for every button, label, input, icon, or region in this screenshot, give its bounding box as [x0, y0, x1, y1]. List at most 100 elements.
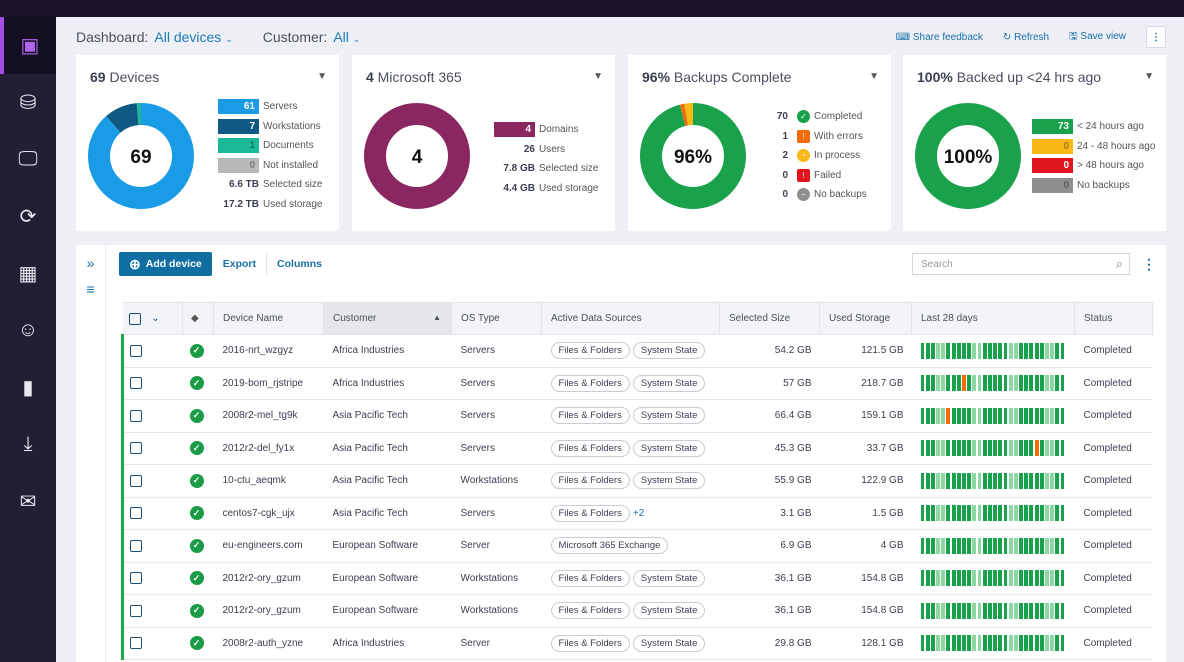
- day-bar[interactable]: [930, 440, 935, 457]
- day-bar[interactable]: [1034, 635, 1039, 652]
- day-bar[interactable]: [1003, 440, 1008, 457]
- card-menu-caret-icon[interactable]: ▼: [317, 71, 327, 82]
- day-bar[interactable]: [946, 375, 951, 392]
- day-bar[interactable]: [977, 537, 982, 554]
- day-bar[interactable]: [1029, 342, 1034, 359]
- day-bar[interactable]: [1024, 537, 1029, 554]
- day-bar[interactable]: [930, 342, 935, 359]
- save-view-button[interactable]: 🖫 Save view: [1069, 29, 1126, 46]
- day-bar[interactable]: [967, 375, 972, 392]
- day-bar[interactable]: [977, 440, 982, 457]
- day-bar[interactable]: [1008, 472, 1013, 489]
- day-bar[interactable]: [1039, 375, 1044, 392]
- day-bar[interactable]: [1013, 635, 1018, 652]
- day-bar[interactable]: [930, 375, 935, 392]
- day-bar[interactable]: [925, 602, 930, 619]
- day-bar[interactable]: [1019, 375, 1023, 392]
- row-checkbox[interactable]: [130, 572, 142, 585]
- day-bar[interactable]: [1045, 342, 1049, 359]
- day-bar[interactable]: [941, 505, 946, 522]
- day-bar[interactable]: [936, 537, 940, 554]
- day-bar[interactable]: [1008, 635, 1013, 652]
- card-menu-caret-icon[interactable]: ▼: [1144, 71, 1154, 82]
- day-bar[interactable]: [1029, 635, 1034, 652]
- day-bar[interactable]: [1019, 635, 1023, 652]
- sidebar-building-icon[interactable]: ▦: [18, 263, 38, 285]
- device-name[interactable]: eu-engineers.com: [213, 529, 324, 563]
- table-row[interactable]: ✓ 10-ctu_aeqmk Asia Pacific Tech Worksta…: [121, 464, 1153, 498]
- day-bar[interactable]: [951, 440, 956, 457]
- columns-button[interactable]: Columns: [277, 258, 322, 270]
- day-bar[interactable]: [1050, 342, 1055, 359]
- sidebar-download-icon[interactable]: ⤓: [23, 433, 33, 455]
- day-bar[interactable]: [1008, 375, 1013, 392]
- legend-item[interactable]: 70 ✓ Completed: [770, 107, 867, 127]
- day-bar[interactable]: [1034, 537, 1039, 554]
- legend-item[interactable]: 0 24 - 48 hours ago: [1032, 137, 1155, 157]
- day-bar[interactable]: [962, 635, 966, 652]
- day-bar[interactable]: [920, 407, 925, 424]
- day-bar[interactable]: [1050, 602, 1055, 619]
- day-bar[interactable]: [925, 407, 930, 424]
- day-bar[interactable]: [1019, 407, 1023, 424]
- day-bar[interactable]: [946, 440, 951, 457]
- day-bar[interactable]: [936, 472, 940, 489]
- day-bar[interactable]: [1013, 505, 1018, 522]
- day-bar[interactable]: [1019, 472, 1023, 489]
- day-bar[interactable]: [951, 635, 956, 652]
- day-bar[interactable]: [1013, 472, 1018, 489]
- day-bar[interactable]: [972, 570, 977, 587]
- day-bar[interactable]: [1060, 375, 1065, 392]
- day-bar[interactable]: [951, 407, 956, 424]
- day-bar[interactable]: [936, 570, 940, 587]
- day-bar[interactable]: [920, 537, 925, 554]
- day-bar[interactable]: [1055, 635, 1060, 652]
- day-bar[interactable]: [998, 342, 1003, 359]
- day-bar[interactable]: [972, 505, 977, 522]
- day-bar[interactable]: [1013, 537, 1018, 554]
- day-bar[interactable]: [977, 407, 982, 424]
- day-bar[interactable]: [941, 440, 946, 457]
- day-bar[interactable]: [951, 375, 956, 392]
- day-bar[interactable]: [936, 505, 940, 522]
- day-bar[interactable]: [1024, 570, 1029, 587]
- day-bar[interactable]: [993, 407, 998, 424]
- day-bar[interactable]: [1013, 570, 1018, 587]
- day-bar[interactable]: [956, 505, 961, 522]
- day-bar[interactable]: [1034, 375, 1039, 392]
- day-bar[interactable]: [946, 472, 951, 489]
- legend-item[interactable]: 61 Servers: [218, 97, 322, 117]
- day-bar[interactable]: [972, 602, 977, 619]
- day-bar[interactable]: [925, 440, 930, 457]
- row-checkbox[interactable]: [130, 539, 142, 552]
- day-bar[interactable]: [967, 537, 972, 554]
- day-bar[interactable]: [1060, 570, 1065, 587]
- legend-item[interactable]: 73 < 24 hours ago: [1032, 117, 1155, 137]
- day-bar[interactable]: [982, 537, 987, 554]
- day-bar[interactable]: [1019, 505, 1023, 522]
- day-bar[interactable]: [967, 635, 972, 652]
- day-bar[interactable]: [920, 342, 925, 359]
- day-bar[interactable]: [1008, 602, 1013, 619]
- day-bar[interactable]: [941, 407, 946, 424]
- device-name[interactable]: 2012r2-ory_gzum: [213, 594, 324, 628]
- day-bar[interactable]: [1050, 537, 1055, 554]
- day-bar[interactable]: [972, 407, 977, 424]
- day-bar[interactable]: [987, 635, 992, 652]
- day-bar[interactable]: [962, 472, 966, 489]
- alert-column-header[interactable]: ◆: [182, 302, 214, 335]
- day-bar[interactable]: [1029, 602, 1034, 619]
- device-name[interactable]: centos7-cgk_ujx: [213, 497, 324, 530]
- day-bar[interactable]: [1024, 342, 1029, 359]
- day-bar[interactable]: [962, 570, 966, 587]
- day-bar[interactable]: [936, 342, 940, 359]
- day-bar[interactable]: [1039, 635, 1044, 652]
- day-bar[interactable]: [987, 570, 992, 587]
- day-bar[interactable]: [925, 472, 930, 489]
- col-selected-size[interactable]: Selected Size: [719, 302, 820, 335]
- day-bar[interactable]: [977, 635, 982, 652]
- day-bar[interactable]: [1055, 537, 1060, 554]
- day-bar[interactable]: [987, 505, 992, 522]
- day-bar[interactable]: [993, 570, 998, 587]
- day-bar[interactable]: [1003, 537, 1008, 554]
